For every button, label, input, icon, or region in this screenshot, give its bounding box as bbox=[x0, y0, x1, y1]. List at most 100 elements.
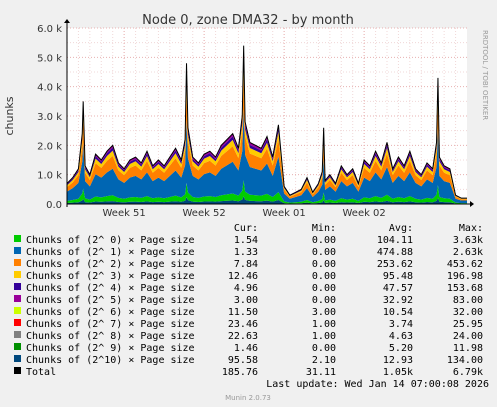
legend-name: Chunks of (2^ 3) × Page size bbox=[26, 271, 195, 282]
legend-avg: 95.48 bbox=[383, 271, 413, 282]
legend-cur: 1.33 bbox=[234, 247, 258, 258]
legend-cur: 185.76 bbox=[222, 367, 258, 378]
x-tick-label: Week 51 bbox=[102, 208, 145, 219]
legend-swatch bbox=[14, 271, 21, 278]
legend-swatch bbox=[14, 259, 21, 266]
legend-avg: 12.93 bbox=[383, 355, 413, 366]
y-tick-label: 1.0 k bbox=[37, 171, 62, 182]
legend-header-min: Min: bbox=[312, 223, 336, 234]
legend-header-avg: Avg: bbox=[389, 223, 413, 234]
y-axis-arrow bbox=[64, 19, 70, 23]
legend-min: 3.00 bbox=[312, 307, 336, 318]
legend-max: 83.00 bbox=[453, 295, 483, 306]
legend-avg: 253.62 bbox=[377, 259, 413, 270]
x-tick-label: Week 52 bbox=[182, 208, 225, 219]
legend-name: Chunks of (2^ 2) × Page size bbox=[26, 259, 195, 270]
rrdtool-credit: RRDTOOL / TOBI OETIKER bbox=[481, 30, 489, 120]
legend-min: 1.00 bbox=[312, 319, 336, 330]
legend-cur: 7.84 bbox=[234, 259, 258, 270]
legend-swatch bbox=[14, 331, 21, 338]
legend-header-max: Max: bbox=[459, 223, 483, 234]
legend-max: 32.00 bbox=[453, 307, 483, 318]
legend-cur: 4.96 bbox=[234, 283, 258, 294]
legend-name: Chunks of (2^ 9) × Page size bbox=[26, 343, 195, 354]
y-tick-labels: 0.0 1.0 k 2.0 k 3.0 k 4.0 k 5.0 k 6.0 k bbox=[37, 24, 62, 211]
legend-max: 24.00 bbox=[453, 331, 483, 342]
legend-cur: 1.46 bbox=[234, 343, 258, 354]
legend-name: Chunks of (2^10) × Page size bbox=[26, 355, 195, 366]
x-axis-arrow bbox=[470, 201, 474, 207]
legend-max: 453.62 bbox=[447, 259, 483, 270]
legend-min: 1.00 bbox=[312, 331, 336, 342]
y-tick-label: 3.0 k bbox=[37, 112, 62, 123]
legend-swatch bbox=[14, 307, 21, 314]
legend-avg: 1.05k bbox=[383, 367, 413, 378]
legend-avg: 47.57 bbox=[383, 283, 413, 294]
axes bbox=[64, 19, 474, 207]
legend-min: 0.00 bbox=[312, 247, 336, 258]
legend-avg: 104.11 bbox=[377, 235, 413, 246]
legend-avg: 4.63 bbox=[389, 331, 413, 342]
legend-min: 0.00 bbox=[312, 271, 336, 282]
legend-max: 134.00 bbox=[447, 355, 483, 366]
y-tick-label: 5.0 k bbox=[37, 53, 62, 64]
legend-avg: 3.74 bbox=[389, 319, 413, 330]
legend-swatch bbox=[14, 343, 21, 350]
legend-name: Chunks of (2^ 7) × Page size bbox=[26, 319, 195, 330]
y-tick-label: 0.0 bbox=[46, 200, 62, 211]
stacked-areas bbox=[66, 45, 467, 204]
last-update: Last update: Wed Jan 14 07:00:08 2026 bbox=[266, 379, 489, 390]
grid-lines bbox=[66, 27, 467, 204]
legend-swatch bbox=[14, 235, 21, 242]
y-tick-label: 4.0 k bbox=[37, 83, 62, 94]
legend-avg: 10.54 bbox=[383, 307, 413, 318]
legend-swatch bbox=[14, 319, 21, 326]
legend-avg: 32.92 bbox=[383, 295, 413, 306]
legend-min: 0.00 bbox=[312, 295, 336, 306]
y-tick-label: 6.0 k bbox=[37, 24, 62, 35]
legend-name: Chunks of (2^ 4) × Page size bbox=[26, 283, 195, 294]
x-tick-labels: Week 51 Week 52 Week 01 Week 02 bbox=[102, 208, 385, 219]
legend-cur: 12.46 bbox=[228, 271, 258, 282]
legend-cur: 3.00 bbox=[234, 295, 258, 306]
legend-min: 0.00 bbox=[312, 283, 336, 294]
legend-swatch bbox=[14, 247, 21, 254]
legend-max: 196.98 bbox=[447, 271, 483, 282]
legend-max: 153.68 bbox=[447, 283, 483, 294]
legend-min: 0.00 bbox=[312, 343, 336, 354]
x-tick-label: Week 02 bbox=[342, 208, 385, 219]
legend-max: 2.63k bbox=[453, 247, 483, 258]
legend-cur: 23.46 bbox=[228, 319, 258, 330]
legend-name: Chunks of (2^ 5) × Page size bbox=[26, 295, 195, 306]
legend-name: Chunks of (2^ 1) × Page size bbox=[26, 247, 195, 258]
y-tick-label: 2.0 k bbox=[37, 141, 62, 152]
legend-min: 0.00 bbox=[312, 259, 336, 270]
legend-cur: 11.50 bbox=[228, 307, 258, 318]
legend-header-cur: Cur: bbox=[234, 223, 258, 234]
legend-max: 3.63k bbox=[453, 235, 483, 246]
legend-name: Chunks of (2^ 0) × Page size bbox=[26, 235, 195, 246]
legend-min: 31.11 bbox=[306, 367, 336, 378]
y-axis-label: chunks bbox=[3, 96, 16, 135]
legend-min: 2.10 bbox=[312, 355, 336, 366]
total-line bbox=[66, 45, 467, 199]
legend-min: 0.00 bbox=[312, 235, 336, 246]
legend-swatch bbox=[14, 295, 21, 302]
legend-avg: 5.20 bbox=[389, 343, 413, 354]
legend-swatch bbox=[14, 367, 21, 374]
legend-avg: 474.88 bbox=[377, 247, 413, 258]
area-series-2 bbox=[67, 108, 467, 204]
legend-name: Chunks of (2^ 8) × Page size bbox=[26, 331, 195, 342]
legend-name: Chunks of (2^ 6) × Page size bbox=[26, 307, 195, 318]
chart-title: Node 0, zone DMA32 - by month bbox=[142, 13, 354, 28]
area-series-0 bbox=[67, 196, 467, 204]
legend: Cur: Min: Avg: Max: Chunks of (2^ 0) × Page … bbox=[14, 223, 483, 378]
legend-swatch bbox=[14, 355, 21, 362]
legend-cur: 22.63 bbox=[228, 331, 258, 342]
x-tick-label: Week 01 bbox=[262, 208, 305, 219]
legend-name: Total bbox=[26, 367, 56, 378]
legend-max: 25.95 bbox=[453, 319, 483, 330]
munin-version: Munin 2.0.73 bbox=[225, 394, 271, 402]
legend-swatch bbox=[14, 283, 21, 290]
